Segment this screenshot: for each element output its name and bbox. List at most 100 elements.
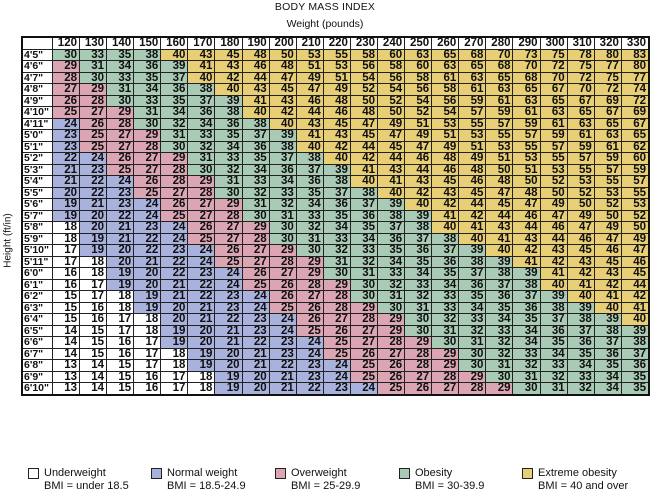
height-row-header: 5'9" xyxy=(21,232,53,245)
bmi-cell: 80 xyxy=(593,48,622,61)
bmi-cell: 35 xyxy=(106,48,135,61)
bmi-cell: 49 xyxy=(322,83,351,96)
bmi-cell: 36 xyxy=(512,301,541,314)
bmi-cell: 25 xyxy=(377,382,406,395)
table-row: 5'6" 19 21 23 24 26 27 29 31 32 34 36 37 39 40 42 44 45 47… xyxy=(21,198,650,211)
bmi-cell: 16 xyxy=(51,267,80,280)
bmi-cell: 61 xyxy=(458,83,487,96)
weight-column-header: 210 xyxy=(295,36,324,50)
bmi-cell: 47 xyxy=(566,221,595,234)
bmi-cell: 21 xyxy=(241,359,270,372)
bmi-cell: 14 xyxy=(78,382,108,395)
bmi-cell: 23 xyxy=(295,370,324,383)
bmi-cell: 43 xyxy=(377,163,406,176)
bmi-cell: 46 xyxy=(512,209,541,222)
bmi-cell: 19 xyxy=(160,336,189,349)
bmi-cell: 18 xyxy=(160,359,189,372)
bmi-cell: 37 xyxy=(187,94,216,107)
bmi-cell: 25 xyxy=(78,140,108,153)
bmi-cell: 56 xyxy=(349,60,379,73)
bmi-cell: 14 xyxy=(51,336,80,349)
bmi-cell: 27 xyxy=(241,244,270,257)
bmi-cell: 35 xyxy=(214,129,243,142)
bmi-cell: 27 xyxy=(187,198,216,211)
bmi-cell: 69 xyxy=(593,94,622,107)
bmi-cell: 37 xyxy=(539,313,568,326)
bmi-cell: 34 xyxy=(539,347,568,360)
legend-label: Obesity xyxy=(415,467,453,479)
bmi-cell: 35 xyxy=(349,221,379,234)
bmi-cell: 32 xyxy=(512,359,541,372)
bmi-cell: 46 xyxy=(322,106,351,119)
bmi-cell: 13 xyxy=(51,359,80,372)
bmi-cell: 29 xyxy=(106,106,135,119)
bmi-cell: 17 xyxy=(51,244,80,257)
bmi-cell: 19 xyxy=(160,324,189,337)
bmi-cell: 18 xyxy=(160,347,189,360)
bmi-cell: 34 xyxy=(268,175,297,188)
bmi-cell: 33 xyxy=(404,278,433,291)
bmi-cell: 29 xyxy=(133,129,162,142)
bmi-cell: 27 xyxy=(106,129,135,142)
bmi-cell: 60 xyxy=(377,48,406,61)
bmi-cell: 27 xyxy=(133,152,162,165)
bmi-cell: 42 xyxy=(620,290,650,303)
bmi-cell: 36 xyxy=(160,83,189,96)
bmi-cell: 14 xyxy=(78,359,108,372)
bmi-cell: 20 xyxy=(214,347,243,360)
bmi-cell: 55 xyxy=(458,117,487,130)
legend-label: Extreme obesity xyxy=(538,467,617,479)
bmi-cell: 17 xyxy=(106,324,135,337)
bmi-cell: 34 xyxy=(160,106,189,119)
bmi-cell: 20 xyxy=(160,301,189,314)
bmi-cell: 47 xyxy=(268,71,297,84)
bmi-cell: 51 xyxy=(431,129,460,142)
legend-text: Normal weight BMI = 18.5-24.9 xyxy=(167,467,246,493)
bmi-cell: 22 xyxy=(160,255,189,268)
bmi-cell: 30 xyxy=(458,347,487,360)
bmi-cell: 42 xyxy=(322,140,351,153)
bmi-cell: 61 xyxy=(539,117,568,130)
bmi-cell: 36 xyxy=(133,60,162,73)
bmi-cell: 56 xyxy=(377,71,406,84)
bmi-cell: 32 xyxy=(377,278,406,291)
bmi-cell: 26 xyxy=(133,175,162,188)
bmi-cell: 33 xyxy=(268,186,297,199)
bmi-cell: 32 xyxy=(187,140,216,153)
bmi-cell: 38 xyxy=(512,278,541,291)
bmi-cell: 19 xyxy=(78,244,108,257)
bmi-cell: 23 xyxy=(187,267,216,280)
bmi-cell: 48 xyxy=(512,186,541,199)
bmi-cell: 26 xyxy=(187,221,216,234)
bmi-cell: 24 xyxy=(349,382,379,395)
legend-range: BMI = under 18.5 xyxy=(44,480,129,492)
bmi-cell: 15 xyxy=(51,290,80,303)
bmi-cell: 27 xyxy=(214,232,243,245)
weight-column-header: 180 xyxy=(214,36,243,50)
bmi-cell: 17 xyxy=(160,370,189,383)
bmi-cell: 30 xyxy=(295,244,324,257)
bmi-cell: 31 xyxy=(431,324,460,337)
bmi-cell: 42 xyxy=(349,152,379,165)
bmi-cell: 42 xyxy=(458,209,487,222)
bmi-cell: 35 xyxy=(404,255,433,268)
bmi-cell: 15 xyxy=(106,359,135,372)
bmi-cell: 25 xyxy=(268,301,297,314)
bmi-cell: 37 xyxy=(241,129,270,142)
bmi-cell: 40 xyxy=(322,152,351,165)
bmi-cell: 26 xyxy=(295,313,324,326)
bmi-cell: 19 xyxy=(51,209,80,222)
bmi-cell: 18 xyxy=(187,370,216,383)
table-row: 6'4" 15 16 17 18 20 21 22 23 24 26 27 28 29 30 32 33 34 35… xyxy=(21,313,650,326)
bmi-cell: 50 xyxy=(377,106,406,119)
bmi-cell: 32 xyxy=(322,244,351,257)
bmi-cell: 36 xyxy=(322,198,351,211)
bmi-cell: 68 xyxy=(458,48,487,61)
height-row-header: 6'0" xyxy=(21,267,53,280)
table-row: 6'3" 15 16 18 19 20 21 23 24 25 26 28 29 30 31 33 34 35 36… xyxy=(21,301,650,314)
bmi-cell: 13 xyxy=(51,370,80,383)
bmi-cell: 40 xyxy=(241,106,270,119)
bmi-cell: 40 xyxy=(458,232,487,245)
bmi-cell: 26 xyxy=(349,347,379,360)
bmi-cell: 44 xyxy=(241,71,270,84)
